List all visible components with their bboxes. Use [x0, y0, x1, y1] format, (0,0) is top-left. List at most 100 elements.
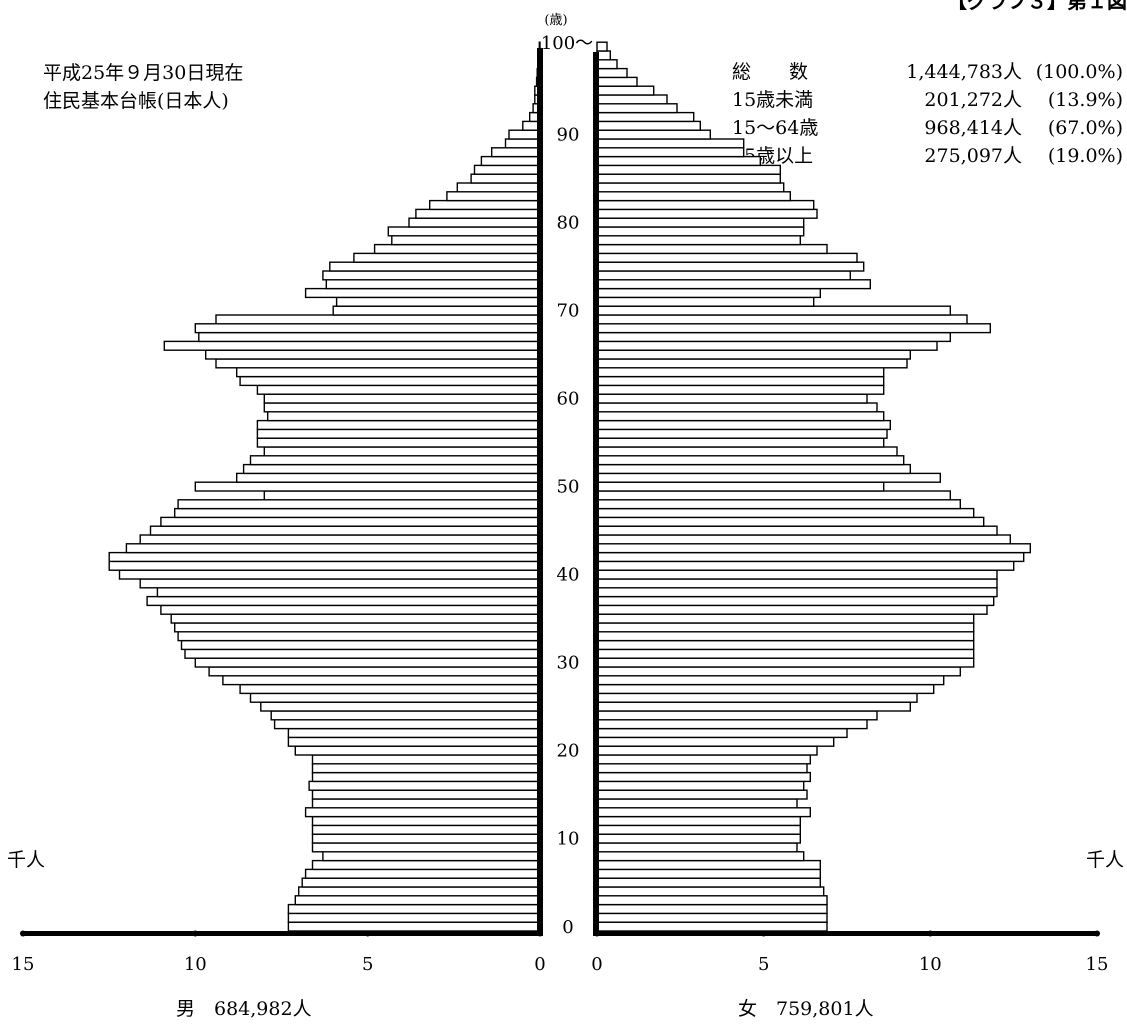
age-tick-label: 80 [557, 213, 580, 234]
summary-count: 201,272人 [924, 89, 1022, 111]
male-bar [304, 287, 541, 299]
female-bar [596, 252, 858, 263]
female-bar [596, 446, 898, 457]
male-bar [504, 138, 541, 149]
male-bar [322, 270, 541, 281]
male-bar [139, 534, 541, 545]
male-bar [256, 384, 541, 395]
age-tick-label: 0 [562, 917, 573, 938]
male-bar [273, 719, 541, 730]
male-bar [267, 411, 541, 422]
value-tick-label: 0 [534, 954, 545, 975]
male-bar [294, 745, 541, 756]
male-bar [325, 279, 541, 290]
female-bar [596, 402, 878, 413]
value-tick-label: 0 [591, 954, 602, 975]
female-bar [596, 578, 998, 589]
age-top-label: 100～ [541, 33, 593, 54]
male-bar [194, 323, 541, 334]
male-bar [311, 833, 541, 844]
male-bar [304, 807, 541, 818]
value-tick-label: 10 [184, 954, 207, 975]
male-value-axis [22, 931, 543, 936]
female-bar [596, 393, 868, 404]
male-bar [311, 789, 541, 800]
female-bar [596, 745, 818, 756]
age-tick-label: 10 [557, 829, 580, 850]
male-bar [311, 815, 541, 827]
female-bar [596, 851, 805, 862]
female-bar [596, 490, 951, 501]
female-bar [596, 666, 961, 677]
female-center-axis [593, 52, 599, 936]
male-bar [311, 824, 541, 835]
female-bars [596, 41, 1031, 932]
female-bar [596, 604, 988, 615]
female-bar [596, 191, 792, 202]
female-bar [596, 375, 885, 387]
male-bar [311, 798, 541, 809]
female-bar [596, 305, 951, 316]
male-bar [470, 173, 541, 184]
male-bar [263, 490, 541, 501]
male-bar [311, 771, 541, 783]
value-tick-label: 15 [1086, 954, 1109, 975]
male-bar [198, 331, 541, 343]
value-tick-label: 5 [362, 954, 373, 975]
summary-pct: (13.9%) [1048, 89, 1123, 111]
female-bar [596, 349, 911, 360]
female-bar [596, 155, 762, 167]
male-bar [235, 367, 541, 378]
female-bar [596, 481, 885, 492]
male-bar [263, 446, 541, 457]
female-bar [596, 824, 802, 835]
female-bar [596, 551, 1025, 563]
male-bars [108, 41, 541, 932]
female-bar [596, 631, 975, 642]
male-bar [263, 402, 541, 413]
female-bar [596, 235, 802, 246]
male-bar [125, 543, 541, 554]
female-bar [596, 771, 812, 783]
male-bar [173, 507, 541, 519]
summary-label: 15～64歳 [732, 117, 818, 139]
female-bar [596, 331, 951, 343]
male-bar [208, 666, 541, 677]
corner-label: 【グラフ３】第１図 [947, 0, 1127, 13]
female-bar [596, 736, 835, 747]
female-bar [596, 789, 808, 800]
female-bar [596, 859, 822, 871]
female-bar [596, 903, 828, 915]
female-bar [596, 367, 885, 378]
female-bar [596, 85, 655, 96]
female-bar [596, 279, 871, 290]
male-bar [301, 877, 541, 888]
male-bar [446, 191, 541, 202]
age-ticks: 0 10 20 30 40 50 60 70 80 90 [557, 125, 580, 938]
summary-label: 15歳未満 [732, 89, 813, 111]
female-bar [596, 780, 805, 791]
female-bar [596, 67, 628, 79]
female-bar [596, 692, 918, 703]
male-bar [160, 604, 541, 615]
male-bar [177, 499, 541, 510]
age-tick-label: 50 [557, 477, 580, 498]
male-bar [270, 710, 541, 721]
male-bar [108, 551, 541, 563]
male-bar [118, 569, 541, 580]
male-bar [287, 736, 541, 747]
male-bar [256, 419, 541, 431]
male-bar [408, 217, 541, 228]
male-bar [491, 147, 541, 158]
male-bar [311, 754, 541, 765]
female-bar [596, 103, 678, 114]
female-bar [596, 287, 822, 299]
female-bar [596, 622, 975, 633]
male-bar [294, 895, 541, 906]
male-bar [287, 727, 541, 739]
summary-count: 968,414人 [924, 117, 1022, 139]
female-bar [596, 314, 968, 325]
male-bar [429, 199, 541, 211]
female-bar [596, 296, 815, 307]
male-bar [222, 675, 541, 686]
